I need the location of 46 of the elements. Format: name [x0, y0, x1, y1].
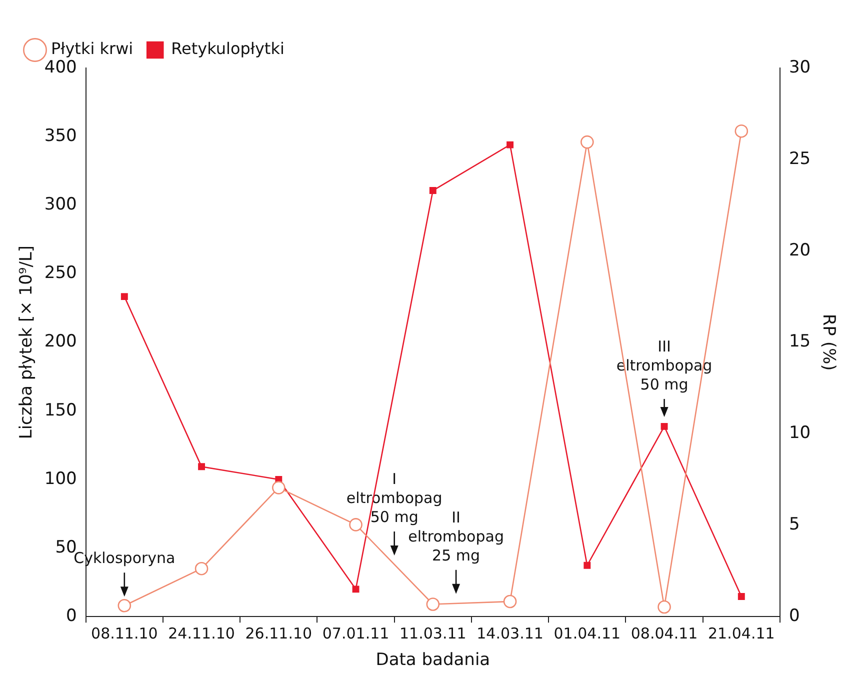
x-axis-title: Data badania [376, 650, 490, 670]
y-tick-label: 200 [44, 332, 77, 352]
y2-tick-label: 15 [788, 332, 811, 352]
point [198, 463, 206, 470]
point [584, 562, 591, 569]
y2-tick-label: 20 [788, 240, 811, 260]
point [429, 187, 436, 194]
x-tick-label: 07.01.11 [322, 624, 390, 642]
y2-tick-label: 10 [788, 423, 811, 444]
point [194, 562, 208, 576]
point [738, 593, 745, 600]
point [352, 586, 360, 593]
y-tick-label: 100 [44, 468, 77, 489]
y-tick-label: 300 [44, 194, 77, 215]
y-tick-label: 150 [44, 400, 77, 420]
y-tick-label: 0 [66, 606, 77, 626]
y2-tick-label: 0 [788, 606, 800, 626]
x-tick-label: 14.03.11 [476, 624, 544, 642]
y2-axis-title: RP (%) [818, 314, 838, 371]
x-tick-label: 11.03.11 [400, 624, 466, 642]
point [503, 594, 517, 608]
point [658, 600, 671, 614]
y2-tick-label: 30 [788, 57, 811, 78]
x-tick-label: 08.04.11 [630, 624, 698, 642]
point [506, 141, 514, 148]
y2-tick-label: 5 [788, 514, 800, 535]
x-tick-label: 08.11.10 [91, 624, 158, 642]
y2-tick-label: 25 [788, 148, 811, 169]
point [426, 598, 440, 611]
x-tick-label: 21.04.11 [708, 624, 775, 642]
point [272, 481, 286, 494]
y-tick-label: 400 [44, 57, 77, 78]
point [580, 135, 594, 149]
y-tick-label: 350 [44, 126, 77, 146]
point [120, 293, 128, 300]
y-axis-title: Liczba płytek [× 10⁹/L] [16, 245, 37, 440]
point [349, 518, 362, 532]
point [660, 422, 668, 430]
x-tick-label: 01.04.11 [554, 624, 621, 642]
point [734, 124, 748, 138]
x-tick-label: 26.11.10 [245, 624, 312, 642]
legend-label: Retykulopłytki [171, 39, 284, 58]
legend-label: Płytki krwi [51, 39, 134, 58]
point [118, 598, 132, 612]
x-tick-label: 24.11.10 [168, 624, 235, 642]
y-tick-label: 250 [44, 263, 77, 284]
